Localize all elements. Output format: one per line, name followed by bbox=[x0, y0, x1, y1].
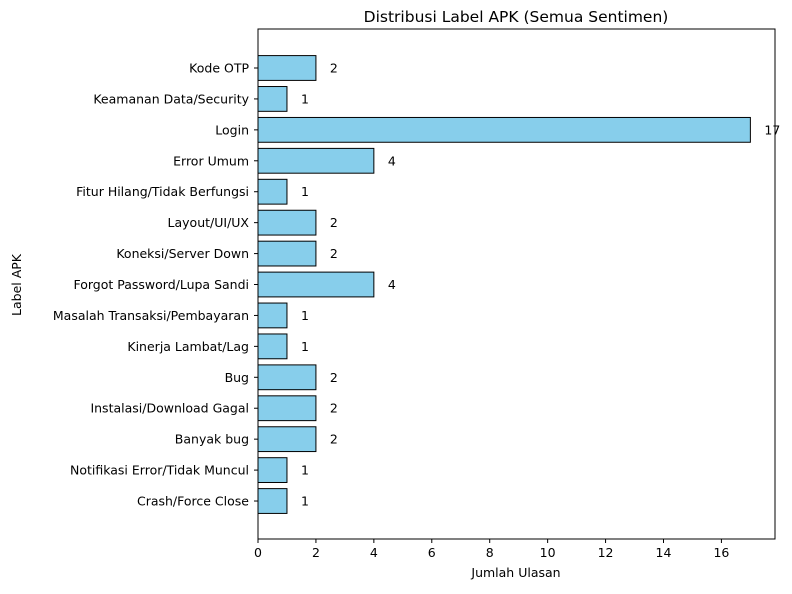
data-label: 1 bbox=[301, 308, 309, 323]
y-axis-ticks: Kode OTP Keamanan Data/Security Login Error… bbox=[53, 61, 258, 509]
x-tick-label: 2 bbox=[312, 545, 320, 560]
bar bbox=[257, 333, 288, 360]
data-label: 2 bbox=[330, 215, 338, 230]
y-tick-label: Login bbox=[215, 122, 249, 137]
bar bbox=[257, 178, 288, 205]
bar bbox=[257, 240, 317, 267]
data-label: 2 bbox=[330, 432, 338, 447]
y-axis-label: Label APK bbox=[9, 253, 24, 316]
data-label: 4 bbox=[388, 277, 396, 292]
x-tick-label: 16 bbox=[713, 545, 729, 560]
y-tick-label: Koneksi/Server Down bbox=[116, 246, 249, 261]
data-label: 2 bbox=[330, 401, 338, 416]
bar bbox=[257, 364, 317, 391]
bar bbox=[257, 426, 317, 453]
bar bbox=[257, 457, 288, 483]
bar bbox=[257, 55, 317, 81]
bar bbox=[257, 86, 288, 112]
bar bbox=[257, 395, 317, 422]
data-label: 2 bbox=[330, 61, 338, 76]
data-label: 1 bbox=[301, 494, 309, 509]
x-tick-label: 8 bbox=[486, 545, 494, 560]
bar bbox=[257, 147, 375, 174]
y-tick-label: Notifikasi Error/Tidak Muncul bbox=[70, 463, 249, 478]
plot-area-frame bbox=[257, 28, 776, 540]
y-tick-label: Fitur Hilang/Tidak Berfungsi bbox=[76, 184, 249, 199]
x-tick-label: 12 bbox=[598, 545, 614, 560]
y-tick-label: Crash/Force Close bbox=[137, 494, 249, 509]
data-label: 17 bbox=[764, 122, 780, 137]
y-tick-label: Bug bbox=[225, 370, 249, 385]
y-tick-label: Masalah Transaksi/Pembayaran bbox=[53, 308, 249, 323]
x-axis-label: Jumlah Ulasan bbox=[470, 565, 560, 580]
bar bbox=[257, 209, 317, 236]
x-tick-label: 0 bbox=[254, 545, 262, 560]
x-axis-ticks: 0 2 4 6 8 10 12 14 16 bbox=[254, 539, 729, 560]
y-tick-label: Instalasi/Download Gagal bbox=[90, 401, 249, 416]
x-tick-label: 10 bbox=[540, 545, 556, 560]
x-tick-label: 6 bbox=[428, 545, 436, 560]
x-tick-label: 4 bbox=[370, 545, 378, 560]
data-label: 2 bbox=[330, 370, 338, 385]
data-labels-layer: 2 1 17 4 1 2 2 4 1 1 2 2 2 1 1 bbox=[301, 61, 780, 509]
y-tick-label: Error Umum bbox=[173, 153, 249, 168]
y-tick-label: Banyak bug bbox=[175, 432, 249, 447]
bar bbox=[257, 488, 288, 514]
data-label: 4 bbox=[388, 153, 396, 168]
bar bbox=[257, 302, 288, 329]
bar bbox=[257, 271, 375, 298]
chart-title: Distribusi Label APK (Semua Sentimen) bbox=[364, 8, 669, 26]
y-tick-label: Kinerja Lambat/Lag bbox=[127, 339, 249, 354]
y-tick-label: Keamanan Data/Security bbox=[93, 91, 249, 106]
data-label: 1 bbox=[301, 184, 309, 199]
y-tick-label: Layout/UI/UX bbox=[168, 215, 250, 230]
bars-layer bbox=[257, 55, 751, 514]
x-tick-label: 14 bbox=[656, 545, 672, 560]
data-label: 1 bbox=[301, 463, 309, 478]
y-tick-label: Forgot Password/Lupa Sandi bbox=[73, 277, 249, 292]
bar bbox=[257, 116, 751, 143]
y-tick-label: Kode OTP bbox=[189, 61, 249, 76]
data-label: 2 bbox=[330, 246, 338, 261]
data-label: 1 bbox=[301, 339, 309, 354]
data-label: 1 bbox=[301, 91, 309, 106]
